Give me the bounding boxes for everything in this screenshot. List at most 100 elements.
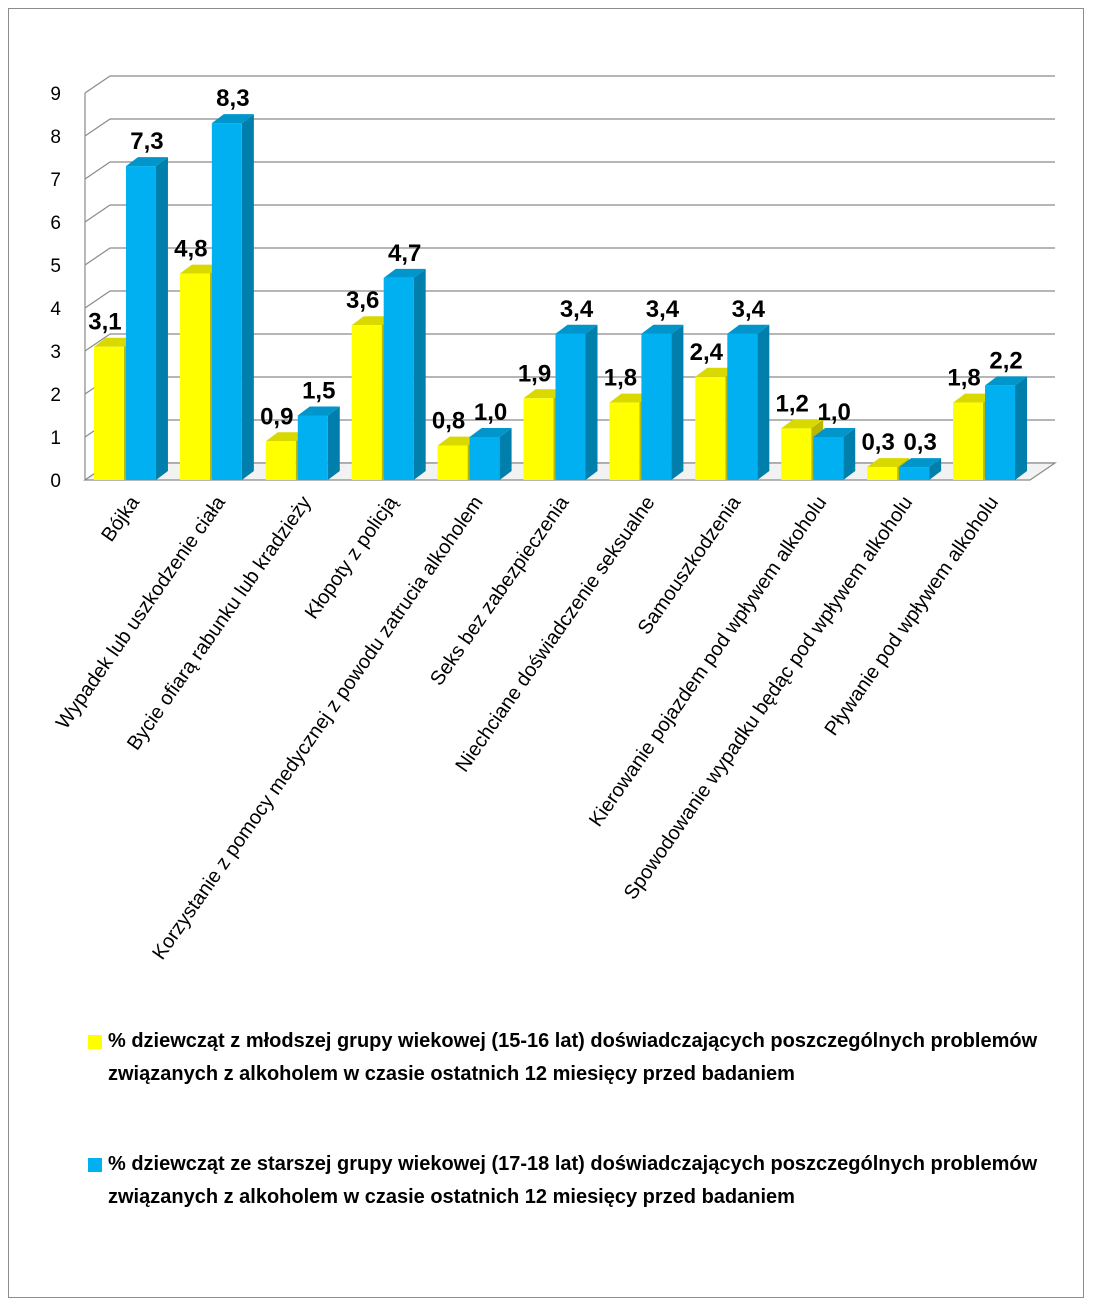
bar-side bbox=[585, 324, 598, 480]
data-label: 8,3 bbox=[216, 85, 249, 112]
legend-swatch-younger bbox=[88, 1035, 102, 1049]
category-label: Korzystanie z pomocy medycznej z powodu … bbox=[148, 492, 487, 964]
bar-top bbox=[297, 406, 340, 416]
gridline-depth bbox=[84, 247, 111, 266]
legend-item-younger: % dziewcząt z młodszej grupy wiekowej (1… bbox=[88, 1025, 1078, 1091]
bar-side bbox=[1015, 376, 1028, 480]
data-label: 3,4 bbox=[646, 296, 680, 323]
y-tick-label: 5 bbox=[50, 256, 61, 277]
bar bbox=[555, 333, 586, 480]
bar-top bbox=[953, 393, 996, 403]
data-label: 7,3 bbox=[130, 128, 163, 155]
data-label: 0,8 bbox=[432, 408, 465, 435]
bar-side bbox=[155, 157, 168, 480]
y-tick-label: 3 bbox=[50, 342, 61, 363]
y-tick-label: 0 bbox=[50, 471, 61, 492]
bar-top bbox=[781, 419, 824, 429]
legend-label-younger: % dziewcząt z młodszej grupy wiekowej (1… bbox=[108, 1030, 1038, 1085]
bar-top bbox=[641, 324, 684, 334]
bar bbox=[641, 333, 672, 480]
bar-top bbox=[609, 393, 652, 403]
gridline-depth bbox=[84, 204, 111, 223]
bar bbox=[609, 402, 640, 480]
bar bbox=[867, 467, 898, 480]
gridline-depth bbox=[84, 161, 111, 180]
bar bbox=[469, 437, 500, 480]
bar-side bbox=[499, 428, 512, 480]
y-tick-label: 8 bbox=[50, 127, 61, 148]
data-label: 1,2 bbox=[776, 390, 809, 417]
gridline-depth bbox=[84, 75, 111, 94]
legend-item-older: % dziewcząt ze starszej grupy wiekowej (… bbox=[88, 1148, 1078, 1214]
bar bbox=[297, 415, 328, 480]
gridline-depth bbox=[84, 118, 111, 137]
data-label: 3,6 bbox=[346, 287, 379, 314]
chart-frame bbox=[8, 8, 1084, 1298]
category-label: Bycie ofiarą rabunku lub kradzieży bbox=[123, 492, 316, 754]
bar-side bbox=[241, 114, 254, 480]
bar-top bbox=[523, 389, 566, 399]
data-label: 0,9 bbox=[260, 403, 293, 430]
bar-side bbox=[327, 406, 340, 480]
bar bbox=[125, 166, 156, 480]
bar-side bbox=[843, 428, 856, 480]
bar-top bbox=[125, 157, 168, 167]
data-label: 0,3 bbox=[903, 429, 936, 456]
gridline-depth bbox=[84, 290, 111, 309]
bar-top bbox=[813, 428, 856, 437]
bar bbox=[899, 467, 930, 480]
category-label: Kłopoty z policją bbox=[301, 492, 402, 624]
bar bbox=[211, 123, 242, 480]
data-label: 1,8 bbox=[947, 365, 980, 392]
bar bbox=[781, 428, 812, 480]
data-label: 3,1 bbox=[88, 309, 121, 336]
bar bbox=[813, 437, 844, 480]
bar-top bbox=[555, 324, 598, 334]
data-label: 3,4 bbox=[732, 296, 766, 323]
bar-top bbox=[437, 436, 480, 446]
bar-top bbox=[985, 376, 1028, 386]
bar bbox=[265, 441, 296, 480]
data-label: 1,0 bbox=[818, 399, 851, 426]
y-tick-label: 9 bbox=[50, 84, 61, 105]
legend-swatch-older bbox=[88, 1158, 102, 1172]
data-label: 2,2 bbox=[989, 347, 1022, 374]
category-label: Pływanie pod wpływem alkoholu bbox=[821, 492, 1004, 740]
bar bbox=[437, 445, 468, 480]
y-tick-label: 6 bbox=[50, 213, 61, 234]
bar-top bbox=[211, 114, 254, 124]
bar bbox=[523, 398, 554, 480]
data-label: 0,3 bbox=[861, 429, 894, 456]
data-label: 3,4 bbox=[560, 296, 594, 323]
data-label: 1,9 bbox=[518, 360, 551, 387]
legend-label-older: % dziewcząt ze starszej grupy wiekowej (… bbox=[108, 1153, 1038, 1208]
y-tick-label: 1 bbox=[50, 428, 61, 449]
category-label: Spowodowanie wypadku będąc pod wpływem a… bbox=[620, 492, 917, 904]
bar-top bbox=[179, 264, 222, 274]
bar-top bbox=[265, 432, 308, 442]
data-label: 2,4 bbox=[690, 339, 724, 366]
bar-top bbox=[727, 324, 770, 334]
bar-top bbox=[93, 337, 136, 347]
data-label: 1,8 bbox=[604, 365, 637, 392]
data-label: 4,8 bbox=[174, 236, 207, 263]
category-label: Bójka bbox=[97, 492, 144, 546]
bar-top bbox=[695, 367, 738, 377]
bar-side bbox=[757, 324, 770, 480]
bar bbox=[953, 402, 984, 480]
bar bbox=[179, 273, 210, 480]
bar bbox=[93, 346, 124, 480]
data-label: 4,7 bbox=[388, 240, 421, 267]
bar bbox=[985, 385, 1016, 480]
bar bbox=[727, 333, 758, 480]
bar-side bbox=[671, 324, 684, 480]
bar-top bbox=[899, 458, 942, 468]
bar-side bbox=[413, 268, 426, 480]
bar-top bbox=[867, 458, 910, 468]
gridline-depth bbox=[84, 333, 111, 352]
bar-top bbox=[351, 316, 394, 326]
y-tick-label: 2 bbox=[50, 385, 61, 406]
data-label: 1,0 bbox=[474, 399, 507, 426]
category-label: Wypadek lub uszkodzenie ciała bbox=[52, 492, 230, 734]
